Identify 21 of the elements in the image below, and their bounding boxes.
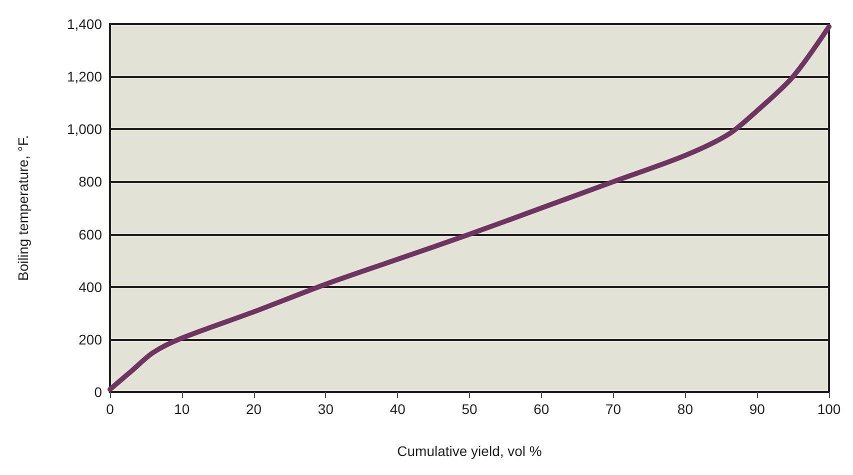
- x-tick-label: 30: [318, 401, 334, 417]
- x-tick-label: 50: [462, 401, 478, 417]
- y-tick-label: 1,000: [66, 121, 102, 138]
- y-tick-label: 800: [78, 174, 102, 190]
- x-tick-label: 70: [606, 401, 622, 417]
- x-tick-label: 90: [749, 401, 766, 417]
- x-tick-label: 0: [106, 401, 114, 417]
- x-tick-label: 10: [174, 401, 190, 417]
- x-tick-label: 100: [817, 401, 841, 417]
- x-tick-label: 60: [534, 401, 550, 417]
- x-tick-label: 40: [390, 401, 406, 417]
- y-tick-label: 600: [78, 226, 102, 242]
- x-axis-title: Cumulative yield, vol %: [397, 443, 542, 459]
- y-tick-label: 200: [78, 331, 102, 348]
- y-axis-title: Boiling temperature, °F.: [15, 135, 31, 281]
- y-tick-label: 400: [78, 278, 102, 295]
- y-tick-label: 1,400: [66, 16, 102, 32]
- y-tick-label: 1,200: [66, 68, 102, 85]
- y-tick-label: 0: [94, 384, 102, 400]
- x-tick-label: 80: [677, 401, 694, 417]
- x-tick-label: 20: [246, 401, 262, 417]
